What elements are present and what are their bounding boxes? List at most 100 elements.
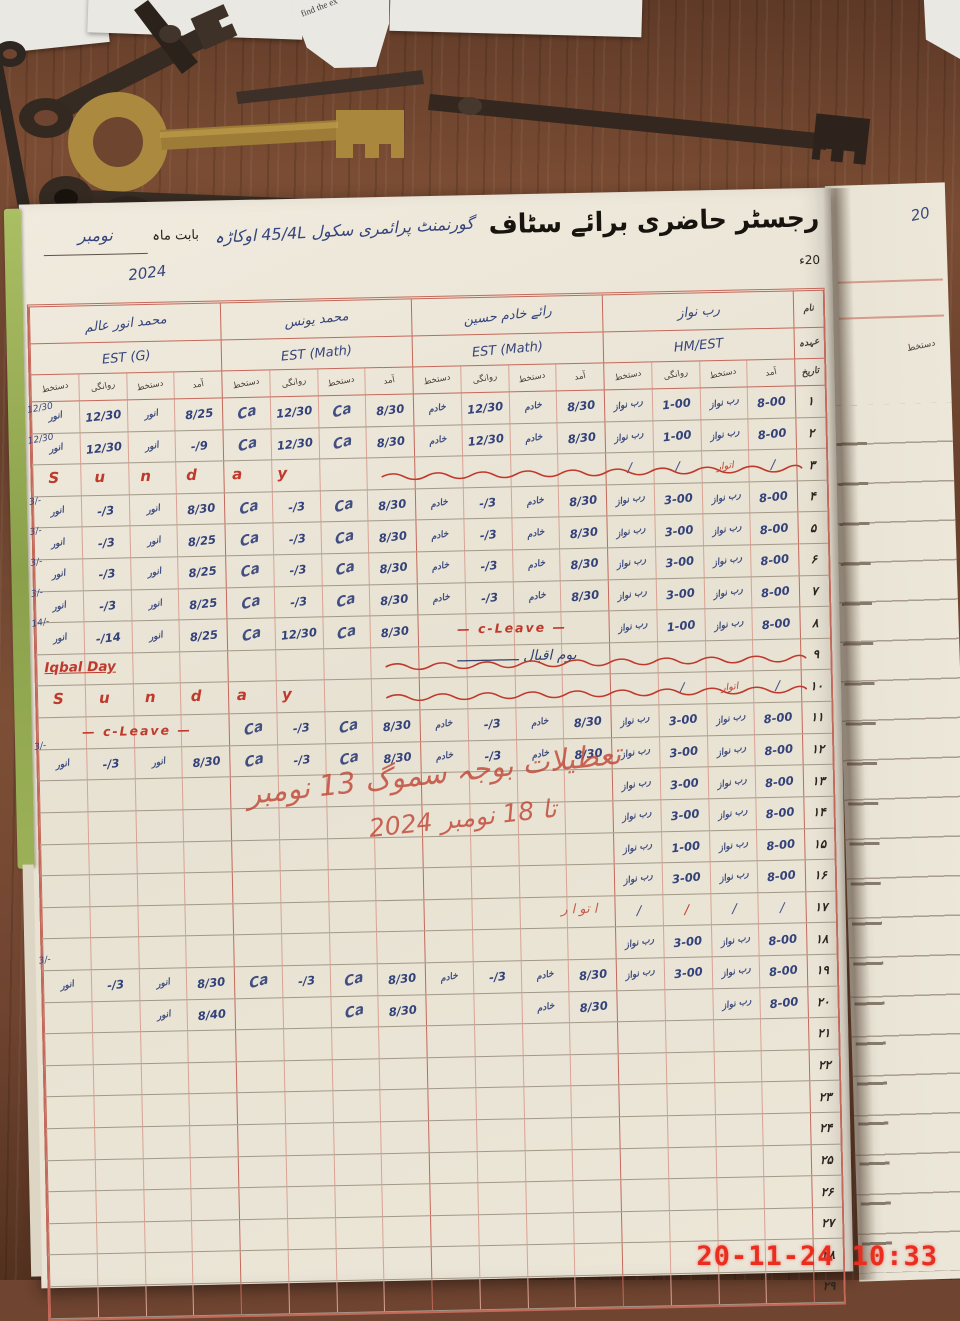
entry-cell [712,1019,761,1052]
slash-mark: / [679,681,685,697]
entry-cell: خادم [424,962,474,994]
teacher-name: محمد یونس [283,308,350,331]
signature-scribble: رب نواز [624,965,657,983]
entry-cell [431,1278,480,1310]
entry-cell [523,1118,572,1150]
entry-cell [144,1284,194,1316]
day-number: ۱۴ [803,796,834,828]
entry-cell [609,673,659,706]
entry-cell: رب نواز [606,515,655,548]
entry-cell [96,1253,145,1286]
time-entry: 3/- [106,977,125,993]
entry-cell [430,1215,479,1247]
entry-cell: انور [128,494,177,526]
entry-cell: 8/25 [176,524,226,557]
entry-cell: 3/- [82,590,131,622]
entry-cell [477,1182,526,1215]
time-entry: 12/30 [467,430,505,449]
side-label-name: نام [802,303,815,315]
time-entry: 8/25 [186,532,217,550]
signature-scribble: انور [147,630,164,643]
time-entry: 3-00 [672,932,703,950]
entry-cell [517,833,566,866]
entry-cell [278,807,327,839]
entry-cell: رب نواز [610,705,659,738]
entry-cell [571,1117,620,1149]
entry-cell [331,1059,380,1091]
entry-cell [282,996,331,1029]
entry-cell [48,1223,97,1255]
entry-cell [516,770,565,803]
teacher-name-cell: محمد انور عالم [28,303,221,344]
signature-scribble: Ca [331,400,353,423]
entry-cell [670,1273,719,1305]
entry-cell [136,873,185,906]
subcolumn-label: روانگی [280,375,307,391]
entry-cell [95,1222,145,1254]
entry-cell: 3-00 [653,483,702,515]
signature-scribble: انور [52,632,69,645]
entry-cell [468,771,517,804]
entry-cell [380,1152,430,1185]
entry-cell [466,676,515,709]
entry-cell: 3/- [463,550,513,583]
entry-cell [327,869,376,902]
entry-cell: رب نواز [613,831,662,864]
entry-cell: 1-00 [651,388,700,421]
entry-cell [49,1286,98,1318]
entry-cell [231,871,281,904]
subcolumn-label: دستخط [422,372,452,388]
entry-cell [282,1028,332,1061]
time-entry: 1-00 [661,427,692,445]
entry-cell [620,1179,669,1212]
entry-cell [375,900,425,932]
signature-scribble: رب نواز [617,618,649,635]
entry-cell: 8-00 [756,860,806,893]
signature-scribble: خادم [527,590,547,604]
entry-cell [429,1183,478,1216]
day-number: ۲۳ [809,1081,840,1113]
entry-cell [762,1113,811,1145]
entry-cell: 8/25 [178,619,228,652]
signature-scribble: Ca [238,528,260,551]
day-number: ۴ [796,480,828,512]
signature-scribble: رب نواز [624,934,656,951]
day-number: ۱ [794,385,826,418]
entry-cell [235,1029,284,1062]
entry-cell [564,801,614,833]
entry-cell [43,1001,92,1034]
entry-cell: Ca [329,995,379,1028]
entry-cell: انور [42,970,92,1002]
month-handwritten: نومبر [42,216,148,257]
entry-cell: 3-00 [658,736,708,768]
subcolumn-header: آمد [364,367,413,395]
signature-scribble: Ca [332,431,354,454]
entry-cell: 8-00 [747,418,797,450]
entry-cell [234,997,283,1030]
time-entry: 3/- [291,720,311,737]
day-number: ۲۵ [810,1144,842,1176]
entry-cell [524,1149,573,1182]
side-label-designation: عہدہ [798,336,821,350]
signature-scribble: Ca [243,749,265,772]
entry-cell: 3/- [80,495,129,527]
entry-cell: رب نواز [699,387,748,420]
teacher-name-cell: رائے خادم حسین [410,295,603,336]
entry-cell [36,654,85,686]
entry-cell: Ca [323,711,373,744]
entry-cell [190,1188,240,1221]
time-entry: 3/- [97,566,116,583]
entry-cell [752,639,801,671]
entry-cell [288,1281,337,1313]
signature-scribble: خادم [529,716,550,730]
entry-cell [423,899,472,931]
signature-scribble: انور [48,442,65,456]
teacher-designation-cell: EST (G) [29,340,222,375]
entry-cell [140,1094,190,1127]
entry-cell [335,1248,384,1281]
entry-cell [280,933,330,966]
entry-cell: 8/30 [559,548,608,581]
entry-cell [383,1279,432,1311]
signature-scribble: رب نواز [708,426,741,443]
entry-cell [86,779,135,812]
